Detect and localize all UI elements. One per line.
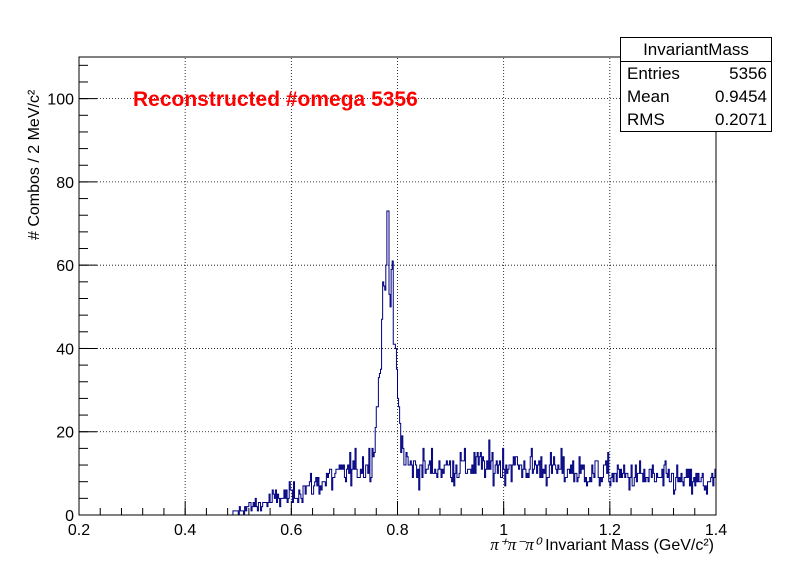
stats-rms-value: 0.2071 xyxy=(715,110,767,129)
stats-mean-row: Mean 0.9454 xyxy=(621,85,771,108)
stats-rms-label: RMS xyxy=(627,110,665,129)
x-axis-label: π⁺π⁻π⁰ Invariant Mass (GeV/c²) xyxy=(490,535,714,555)
axis-ticks xyxy=(78,64,717,516)
stats-entries-value: 5356 xyxy=(729,64,767,83)
y-tick-label: 100 xyxy=(47,92,74,109)
stats-title: InvariantMass xyxy=(621,38,771,62)
stats-box: InvariantMass Entries 5356 Mean 0.9454 R… xyxy=(620,37,772,132)
x-axis-label-symbol: π⁺π⁻π⁰ xyxy=(490,535,541,554)
y-tick-label: 60 xyxy=(56,258,74,275)
x-tick-label: 0.4 xyxy=(174,522,196,539)
y-tick-label: 40 xyxy=(56,341,74,358)
tick-labels: 0.2 0.4 0.6 0.8 1 1.2 1.4 0 20 40 60 80 100 xyxy=(47,92,727,539)
x-tick-label: 0.8 xyxy=(386,522,408,539)
histogram-line xyxy=(79,210,717,516)
x-tick-label: 0.6 xyxy=(280,522,302,539)
stats-rms-row: RMS 0.2071 xyxy=(621,108,771,131)
x-axis-label-text: Invariant Mass (GeV/c²) xyxy=(545,537,714,554)
y-tick-label: 20 xyxy=(56,425,74,442)
x-tick-label: 1.2 xyxy=(599,522,621,539)
stats-mean-value: 0.9454 xyxy=(715,87,767,106)
stats-entries-row: Entries 5356 xyxy=(621,62,771,85)
stats-mean-label: Mean xyxy=(627,87,670,106)
y-axis-label: # Combos / 2 MeV/c² xyxy=(26,89,43,240)
x-tick-label: 1.4 xyxy=(705,522,727,539)
x-tick-label: 0.2 xyxy=(68,522,90,539)
plot-title: Reconstructed #omega 5356 xyxy=(133,88,418,111)
y-tick-label: 0 xyxy=(65,508,74,525)
x-tick-label: 1 xyxy=(499,522,508,539)
y-tick-label: 80 xyxy=(56,175,74,192)
grid xyxy=(79,57,716,515)
stats-entries-label: Entries xyxy=(627,64,680,83)
